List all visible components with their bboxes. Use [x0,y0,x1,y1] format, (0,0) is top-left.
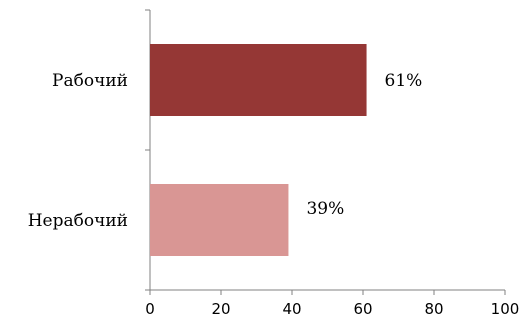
bars [150,44,367,256]
x-tick-label: 60 [353,300,372,318]
x-tick-label: 20 [211,300,230,318]
data-label: 39% [306,199,344,219]
bar-2 [150,184,289,256]
data-label: 61% [385,71,423,91]
x-tick-label: 100 [491,300,520,318]
x-tick-label: 80 [424,300,443,318]
category-label: Нерабочий [28,211,128,231]
labels: Рабочий 61% Нерабочий 39% [28,71,423,231]
bar-1 [150,44,367,116]
x-tick-label: 0 [145,300,155,318]
axes: 0 20 40 60 80 100 [145,9,520,318]
category-label: Рабочий [52,71,128,91]
x-tick-label: 40 [282,300,301,318]
